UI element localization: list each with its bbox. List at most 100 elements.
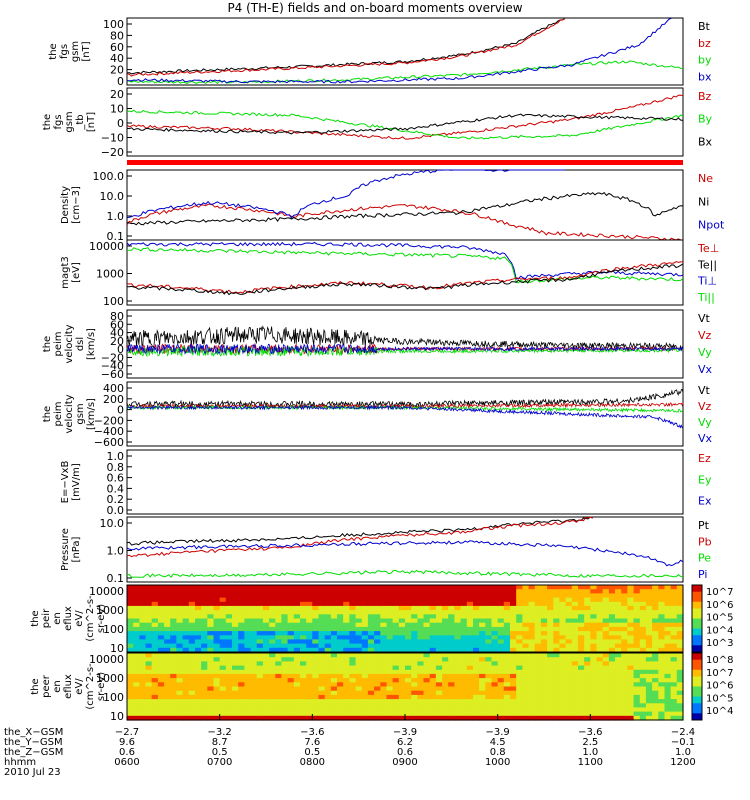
s1-cell: [448, 597, 455, 603]
s2-cell: [571, 694, 579, 700]
s2-cell: [349, 665, 357, 671]
s1-cell: [275, 639, 283, 645]
s1-cell: [269, 585, 276, 590]
s2-cell: [473, 682, 480, 688]
s1-cell: [534, 585, 542, 590]
s2-cell: [602, 694, 610, 700]
s2-cell: [516, 707, 523, 713]
s2-cell: [170, 690, 177, 696]
s1-cell: [633, 610, 641, 615]
s1-cell: [479, 626, 486, 632]
s1-cell: [398, 585, 406, 590]
s2-cell: [571, 678, 579, 683]
s1-cell: [176, 647, 184, 653]
s2-cell: [417, 711, 425, 717]
s2-cell: [164, 690, 171, 696]
s1-cell: [293, 597, 301, 603]
s1-cell: [281, 614, 289, 620]
s2-cell: [170, 661, 177, 667]
s1-cell: [485, 643, 493, 649]
s1-cell: [454, 622, 462, 628]
s1-cell: [182, 593, 190, 599]
s2-cell: [553, 673, 561, 679]
s2-cell: [633, 653, 641, 658]
s2-cell: [553, 694, 561, 700]
s2-cell: [392, 673, 400, 679]
s2-cell: [658, 678, 666, 683]
s1-cell: [602, 618, 610, 624]
s2-cell: [225, 661, 233, 667]
s1-cell: [621, 610, 628, 615]
xaxis-value: 0.5: [212, 747, 228, 758]
s2-cell: [670, 690, 678, 696]
s2-cell: [417, 682, 425, 688]
p3-legend-red: Ne: [698, 172, 713, 185]
s2-cell: [559, 682, 567, 688]
s2-cell: [361, 686, 369, 692]
s2-cell: [374, 711, 381, 717]
s1-cell: [300, 593, 307, 599]
s1-cell: [207, 601, 215, 607]
s2-cell: [510, 715, 517, 721]
s2-cell: [151, 678, 159, 683]
s1-cell: [188, 622, 196, 628]
p5-ytick-label: 80: [110, 310, 124, 323]
s2-cell: [238, 665, 245, 671]
p7-ytick-label: 0.4: [107, 482, 125, 495]
s2-cell: [645, 669, 653, 675]
s1-cell: [355, 593, 363, 599]
s2-cell: [615, 711, 622, 717]
s2-cell: [151, 669, 159, 675]
s1-cell: [615, 635, 622, 641]
s2-cell: [281, 669, 289, 675]
s2-cell: [275, 653, 283, 658]
s2-cell: [250, 661, 258, 667]
s2-cell: [571, 715, 579, 721]
s1-cell: [337, 647, 344, 653]
s1-cell: [658, 605, 666, 611]
s1-cell: [170, 639, 177, 645]
s1-cell: [627, 639, 635, 645]
s1-cell: [213, 605, 221, 611]
s1-cell: [398, 639, 406, 645]
s1-cell: [534, 622, 542, 628]
s1-cell: [250, 626, 258, 632]
s1-cell: [275, 631, 283, 636]
s1-cell: [503, 593, 511, 599]
s1-cell: [633, 635, 641, 641]
s2-cell: [349, 707, 357, 713]
s1-cell: [250, 647, 258, 653]
s1-cell: [275, 597, 283, 603]
s1-cell: [497, 614, 505, 620]
s2-cell: [293, 707, 301, 713]
s1-cell: [429, 639, 437, 645]
p5-ylabel: [km/s]: [86, 328, 97, 360]
s1-cell: [516, 593, 523, 599]
s2-cell: [398, 694, 406, 700]
s1-cell: [139, 610, 147, 615]
s1-cell: [411, 618, 418, 624]
s2-cell: [287, 653, 295, 658]
s2-cell: [448, 682, 455, 688]
s1-cell: [454, 589, 462, 594]
s2-cell: [330, 694, 338, 700]
s2-cell: [269, 661, 276, 667]
s1-cell: [392, 614, 400, 620]
s1-cell: [442, 639, 449, 645]
s2-cell: [615, 715, 622, 721]
s1-cell: [207, 639, 215, 645]
s2-cell: [435, 715, 443, 721]
s2-cell: [195, 715, 202, 721]
s2-cell: [510, 711, 517, 717]
s1-cell: [201, 610, 208, 615]
s1-cell: [133, 647, 140, 653]
s1-cell: [367, 614, 375, 620]
s1-cell: [201, 639, 208, 645]
s1-cell: [324, 593, 332, 599]
s2-cell: [157, 673, 165, 679]
s2-cell: [392, 694, 400, 700]
s2-cell: [639, 711, 647, 717]
s1-cell: [491, 626, 499, 632]
s1-cell: [293, 635, 301, 641]
s2-cell: [219, 703, 227, 709]
